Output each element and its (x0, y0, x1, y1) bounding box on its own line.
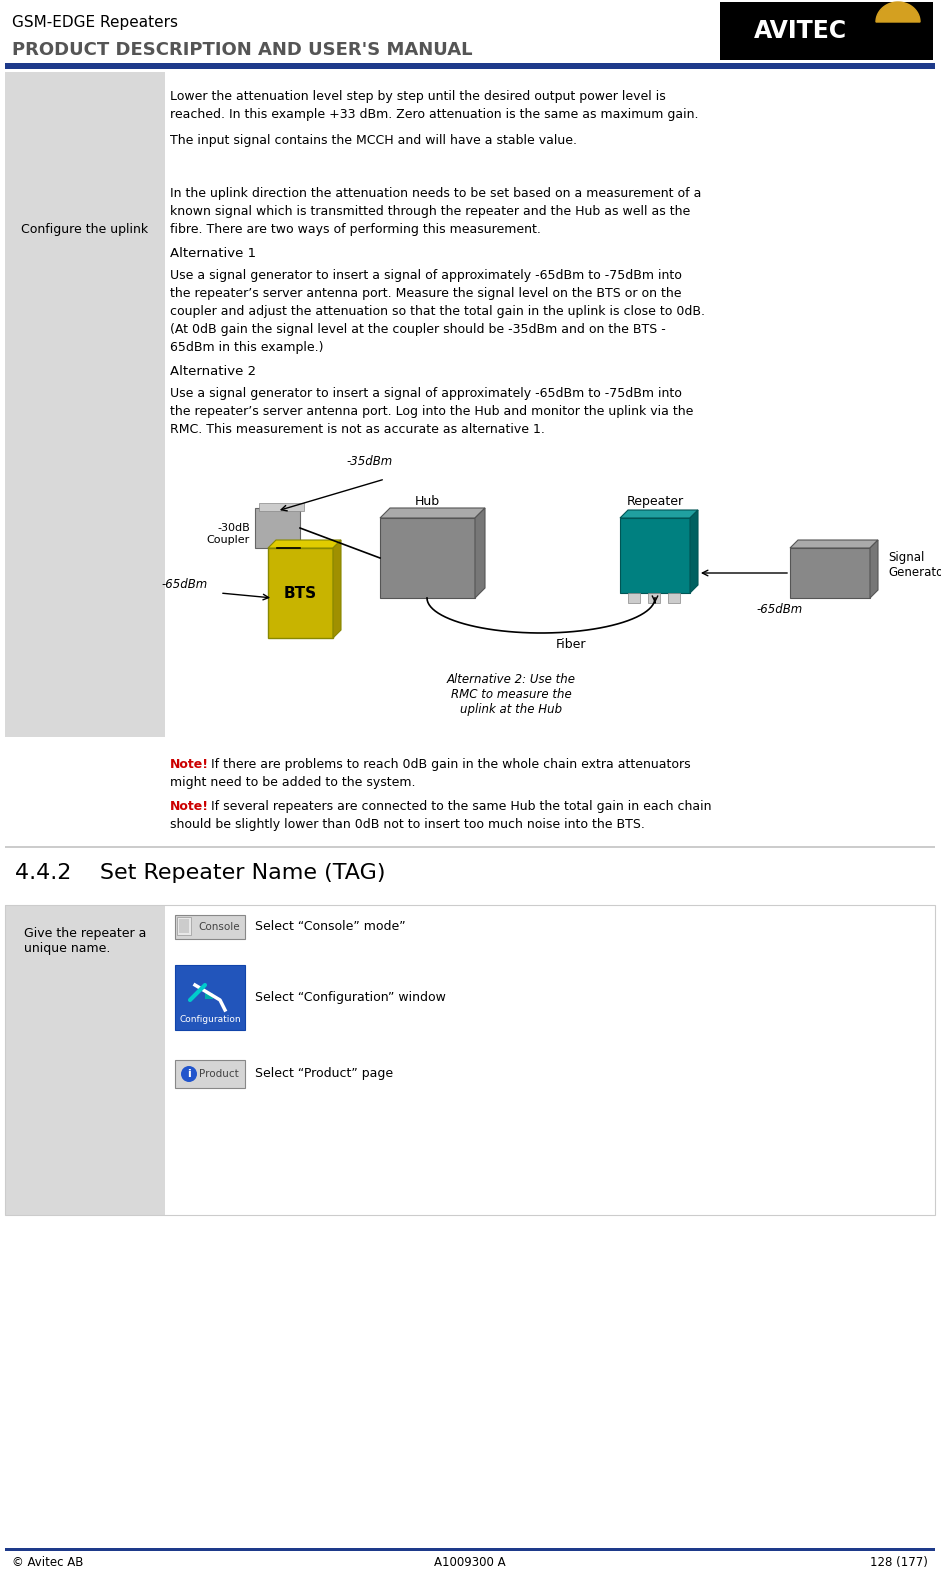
Text: Configure the uplink: Configure the uplink (22, 222, 149, 235)
Text: reached. In this example +33 dBm. Zero attenuation is the same as maximum gain.: reached. In this example +33 dBm. Zero a… (170, 108, 698, 121)
Text: the repeater’s server antenna port. Log into the Hub and monitor the uplink via : the repeater’s server antenna port. Log … (170, 405, 694, 418)
Text: Alternative 2: Alternative 2 (170, 365, 256, 378)
Bar (177, 917, 191, 934)
Text: Select “Configuration” window: Select “Configuration” window (255, 990, 446, 1004)
Text: Give the repeater a
unique name.: Give the repeater a unique name. (24, 926, 146, 955)
Text: 65dBm in this example.): 65dBm in this example.) (170, 342, 324, 354)
Polygon shape (380, 508, 485, 518)
Text: Lower the attenuation level step by step until the desired output power level is: Lower the attenuation level step by step… (170, 91, 665, 103)
Bar (668, 593, 680, 602)
Text: fibre. There are two ways of performing this measurement.: fibre. There are two ways of performing … (170, 222, 541, 237)
Text: Alternative 2: Use the
RMC to measure the
uplink at the Hub: Alternative 2: Use the RMC to measure th… (446, 674, 576, 717)
Text: Alternative 1: Alternative 1 (170, 246, 256, 261)
Bar (175, 915, 245, 939)
Polygon shape (620, 510, 698, 518)
Text: In the uplink direction the attenuation needs to be set based on a measurement o: In the uplink direction the attenuation … (170, 188, 701, 200)
Bar (648, 593, 660, 602)
Polygon shape (333, 540, 341, 639)
Text: Repeater: Repeater (627, 496, 683, 508)
Bar (5, 64, 935, 68)
Text: Note!: Note! (170, 758, 209, 771)
Text: known signal which is transmitted through the repeater and the Hub as well as th: known signal which is transmitted throug… (170, 205, 691, 218)
Bar (5, 72, 165, 262)
Bar (268, 548, 333, 639)
Text: GSM-EDGE Repeaters: GSM-EDGE Repeaters (12, 14, 178, 30)
Text: RMC. This measurement is not as accurate as alternative 1.: RMC. This measurement is not as accurate… (170, 423, 545, 435)
Text: Fiber: Fiber (556, 639, 586, 651)
Text: The input signal contains the MCCH and will have a stable value.: The input signal contains the MCCH and w… (170, 133, 577, 148)
Text: BTS: BTS (283, 585, 316, 601)
Polygon shape (475, 508, 485, 597)
Text: Use a signal generator to insert a signal of approximately -65dBm to -75dBm into: Use a signal generator to insert a signa… (170, 269, 682, 281)
Bar (175, 965, 245, 1030)
Bar (720, 2, 933, 60)
Text: Hub: Hub (414, 496, 439, 508)
Text: -30dB
Coupler: -30dB Coupler (207, 523, 250, 545)
Text: A1009300 A: A1009300 A (434, 1556, 506, 1568)
Bar (5, 1548, 935, 1551)
Bar (259, 504, 304, 512)
Text: Configuration: Configuration (179, 1015, 241, 1025)
Polygon shape (790, 540, 878, 548)
Text: (At 0dB gain the signal level at the coupler should be -35dBm and on the BTS -: (At 0dB gain the signal level at the cou… (170, 323, 665, 335)
Text: should be slightly lower than 0dB not to insert too much noise into the BTS.: should be slightly lower than 0dB not to… (170, 818, 645, 831)
Bar (5, 906, 935, 1216)
Bar (205, 993, 213, 999)
Circle shape (181, 1066, 197, 1082)
Bar (175, 1060, 245, 1088)
Text: Console: Console (199, 922, 240, 933)
Text: © Avitec AB: © Avitec AB (12, 1556, 84, 1568)
Bar (179, 918, 189, 933)
Text: 4.4.2    Set Repeater Name (TAG): 4.4.2 Set Repeater Name (TAG) (15, 863, 386, 883)
Text: Use a signal generator to insert a signal of approximately -65dBm to -75dBm into: Use a signal generator to insert a signa… (170, 388, 682, 400)
Bar (5, 183, 165, 737)
Text: PRODUCT DESCRIPTION AND USER'S MANUAL: PRODUCT DESCRIPTION AND USER'S MANUAL (12, 41, 472, 59)
Text: coupler and adjust the attenuation so that the total gain in the uplink is close: coupler and adjust the attenuation so th… (170, 305, 705, 318)
Text: AVITEC: AVITEC (754, 19, 847, 43)
Text: -65dBm: -65dBm (162, 578, 208, 591)
Text: 128 (177): 128 (177) (870, 1556, 928, 1568)
Text: Signal
Generator: Signal Generator (888, 551, 941, 578)
Text: Select “Console” mode”: Select “Console” mode” (255, 920, 406, 933)
Text: Note!: Note! (170, 799, 209, 814)
Bar (790, 548, 870, 597)
Polygon shape (268, 540, 341, 548)
Bar (380, 518, 475, 597)
Polygon shape (690, 510, 698, 593)
Bar (620, 518, 690, 593)
Bar (5, 906, 165, 1216)
Text: If several repeaters are connected to the same Hub the total gain in each chain: If several repeaters are connected to th… (207, 799, 711, 814)
Text: i: i (187, 1069, 191, 1079)
Text: might need to be added to the system.: might need to be added to the system. (170, 775, 416, 790)
Bar (628, 593, 640, 602)
Bar (5, 845, 935, 849)
Polygon shape (876, 2, 920, 22)
Bar (255, 508, 300, 548)
Text: Select “Product” page: Select “Product” page (255, 1068, 393, 1081)
Polygon shape (870, 540, 878, 597)
Text: -35dBm: -35dBm (347, 454, 393, 469)
Text: Product: Product (199, 1069, 239, 1079)
Text: If there are problems to reach 0dB gain in the whole chain extra attenuators: If there are problems to reach 0dB gain … (207, 758, 691, 771)
Text: -65dBm: -65dBm (757, 602, 803, 617)
Text: the repeater’s server antenna port. Measure the signal level on the BTS or on th: the repeater’s server antenna port. Meas… (170, 288, 681, 300)
